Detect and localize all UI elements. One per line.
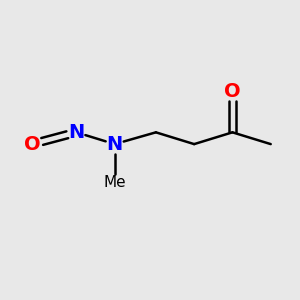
Text: O: O [24, 135, 40, 154]
Text: Me: Me [103, 175, 126, 190]
Text: N: N [106, 135, 123, 154]
Text: O: O [224, 82, 241, 100]
Text: N: N [68, 123, 85, 142]
